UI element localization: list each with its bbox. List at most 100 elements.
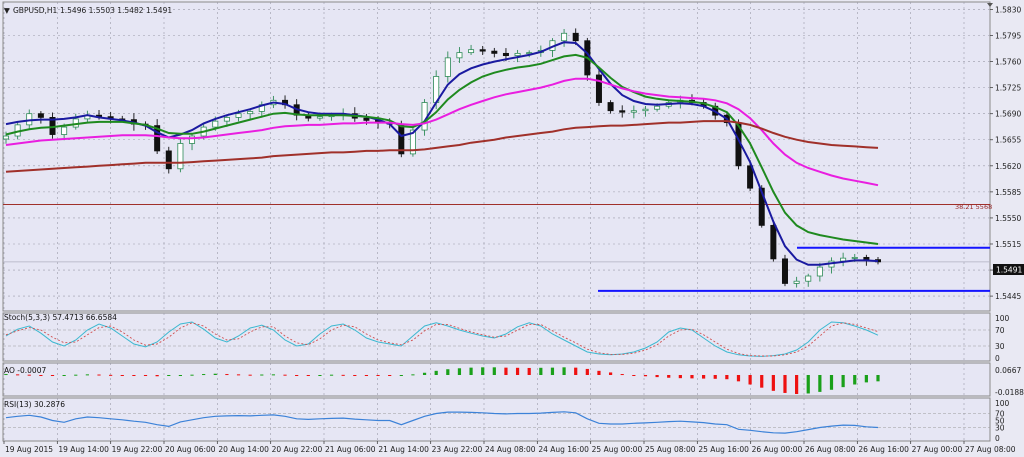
ao-bar: [818, 375, 822, 392]
candle-body: [572, 32, 579, 42]
ao-bar: [550, 367, 555, 375]
rsi-label: RSI(13) 30.2876: [4, 400, 65, 409]
ao-bar: [16, 374, 20, 376]
time-tick-label: 19 Aug 22:00: [112, 445, 163, 454]
chart-shift-marker-icon[interactable]: [987, 3, 993, 7]
time-tick-label: 20 Aug 06:00: [165, 445, 216, 454]
ao-bar: [434, 370, 438, 375]
candle-body: [409, 129, 416, 155]
ao-bar: [515, 367, 520, 375]
price-tick-label: 1.5760: [995, 58, 1021, 67]
stoch-signal-line[interactable]: [5, 322, 879, 357]
ao-bar: [539, 367, 543, 375]
candle-body: [502, 52, 509, 57]
indicator-tick-label: 0: [995, 434, 1000, 443]
ao-bar: [341, 374, 345, 376]
ao-bar: [632, 375, 636, 376]
candle-body: [851, 256, 858, 259]
ao-bar: [85, 374, 89, 376]
ao-bar: [481, 367, 485, 375]
ao-bar: [50, 375, 55, 376]
time-tick-label: 24 Aug 16:00: [538, 445, 589, 454]
indicator-tick-label: 100: [995, 399, 1010, 408]
time-tick-label: 21 Aug 06:00: [325, 445, 376, 454]
candle-body: [619, 110, 626, 113]
ao-bar: [829, 375, 834, 390]
candle-body: [642, 108, 649, 112]
ao-bar: [97, 374, 101, 376]
ao-bar: [260, 374, 264, 376]
ao-bar: [422, 372, 427, 375]
candle-body: [491, 50, 498, 54]
ao-pane[interactable]: [2, 362, 991, 397]
ao-bar: [39, 375, 43, 376]
ao-bar: [469, 367, 473, 375]
ao-bar: [167, 375, 171, 376]
ao-bar: [411, 374, 415, 376]
candle-body: [444, 57, 451, 77]
ao-bar: [283, 374, 287, 376]
ao-bar: [388, 375, 392, 376]
candle-body: [595, 74, 602, 103]
candle-body: [165, 150, 172, 170]
candle-body: [235, 113, 242, 118]
time-tick-label: 20 Aug 22:00: [272, 445, 323, 454]
ao-bar: [585, 368, 589, 375]
ao-bar: [643, 375, 648, 377]
ao-bar: [202, 374, 206, 376]
time-tick-label: 25 Aug 16:00: [698, 445, 749, 454]
ao-bar: [527, 367, 531, 375]
ao-bar: [190, 374, 194, 376]
ao-bar: [225, 374, 229, 376]
candle-body: [526, 52, 533, 55]
ema-fast-line[interactable]: [5, 41, 879, 266]
candle-body: [654, 105, 661, 110]
time-tick-label: 21 Aug 14:00: [378, 445, 429, 454]
ema-mid-line[interactable]: [5, 53, 879, 245]
indicator-tick-label: 70: [995, 410, 1005, 419]
chart-menu-triangle-icon[interactable]: ▼: [4, 6, 10, 15]
ao-bar: [853, 375, 857, 385]
time-tick-label: 25 Aug 00:00: [592, 445, 643, 454]
ao-bar: [783, 375, 787, 393]
candle-body: [421, 102, 428, 131]
candle-body: [177, 143, 184, 170]
ao-bar: [690, 375, 694, 379]
candle-body: [805, 275, 812, 282]
rsi-pane[interactable]: [2, 397, 991, 442]
ao-bar: [74, 374, 78, 376]
ao-bar: [353, 375, 357, 376]
ao-bar: [678, 375, 682, 379]
chart-ohlc-label: 1.5496 1.5503 1.5482 1.5491: [60, 6, 172, 15]
price-tick-label: 1.5620: [995, 162, 1021, 171]
ao-bar: [492, 367, 496, 375]
candle-body: [630, 110, 637, 113]
candle-body: [816, 266, 823, 277]
candle-body: [189, 135, 196, 144]
main-price-pane[interactable]: [2, 1, 991, 312]
time-tick-label: 23 Aug 22:00: [432, 445, 483, 454]
indicator-tick-label: 50: [995, 417, 1005, 426]
ao-bar: [143, 375, 148, 376]
ao-bar: [806, 375, 810, 394]
ao-bar: [620, 374, 624, 376]
ao-bar: [574, 367, 578, 375]
ao-label: AO -0.0007: [4, 366, 46, 375]
price-tick-label: 1.5515: [995, 240, 1021, 249]
fib-level-label: 38.21 5568: [955, 203, 992, 211]
ao-bar: [306, 375, 310, 376]
time-tick-label: 19 Aug 2015: [5, 445, 53, 454]
ema-slow-line[interactable]: [5, 120, 879, 173]
rsi-line[interactable]: [5, 411, 879, 434]
candle-body: [3, 135, 9, 140]
ao-bar: [748, 375, 752, 385]
ao-bar: [597, 370, 601, 375]
ema-pink-line[interactable]: [5, 77, 879, 187]
ao-bar: [178, 375, 182, 376]
time-tick-label: 27 Aug 08:00: [965, 445, 1016, 454]
ao-bar: [736, 375, 741, 382]
indicator-tick-label: 30: [995, 424, 1005, 433]
indicator-tick-label: 0: [995, 354, 1000, 363]
